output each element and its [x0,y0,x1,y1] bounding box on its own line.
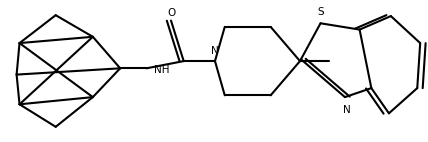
Text: N: N [343,105,351,115]
Text: O: O [167,8,175,18]
Text: S: S [317,7,324,17]
Text: N: N [211,46,219,56]
Text: NH: NH [154,65,170,75]
